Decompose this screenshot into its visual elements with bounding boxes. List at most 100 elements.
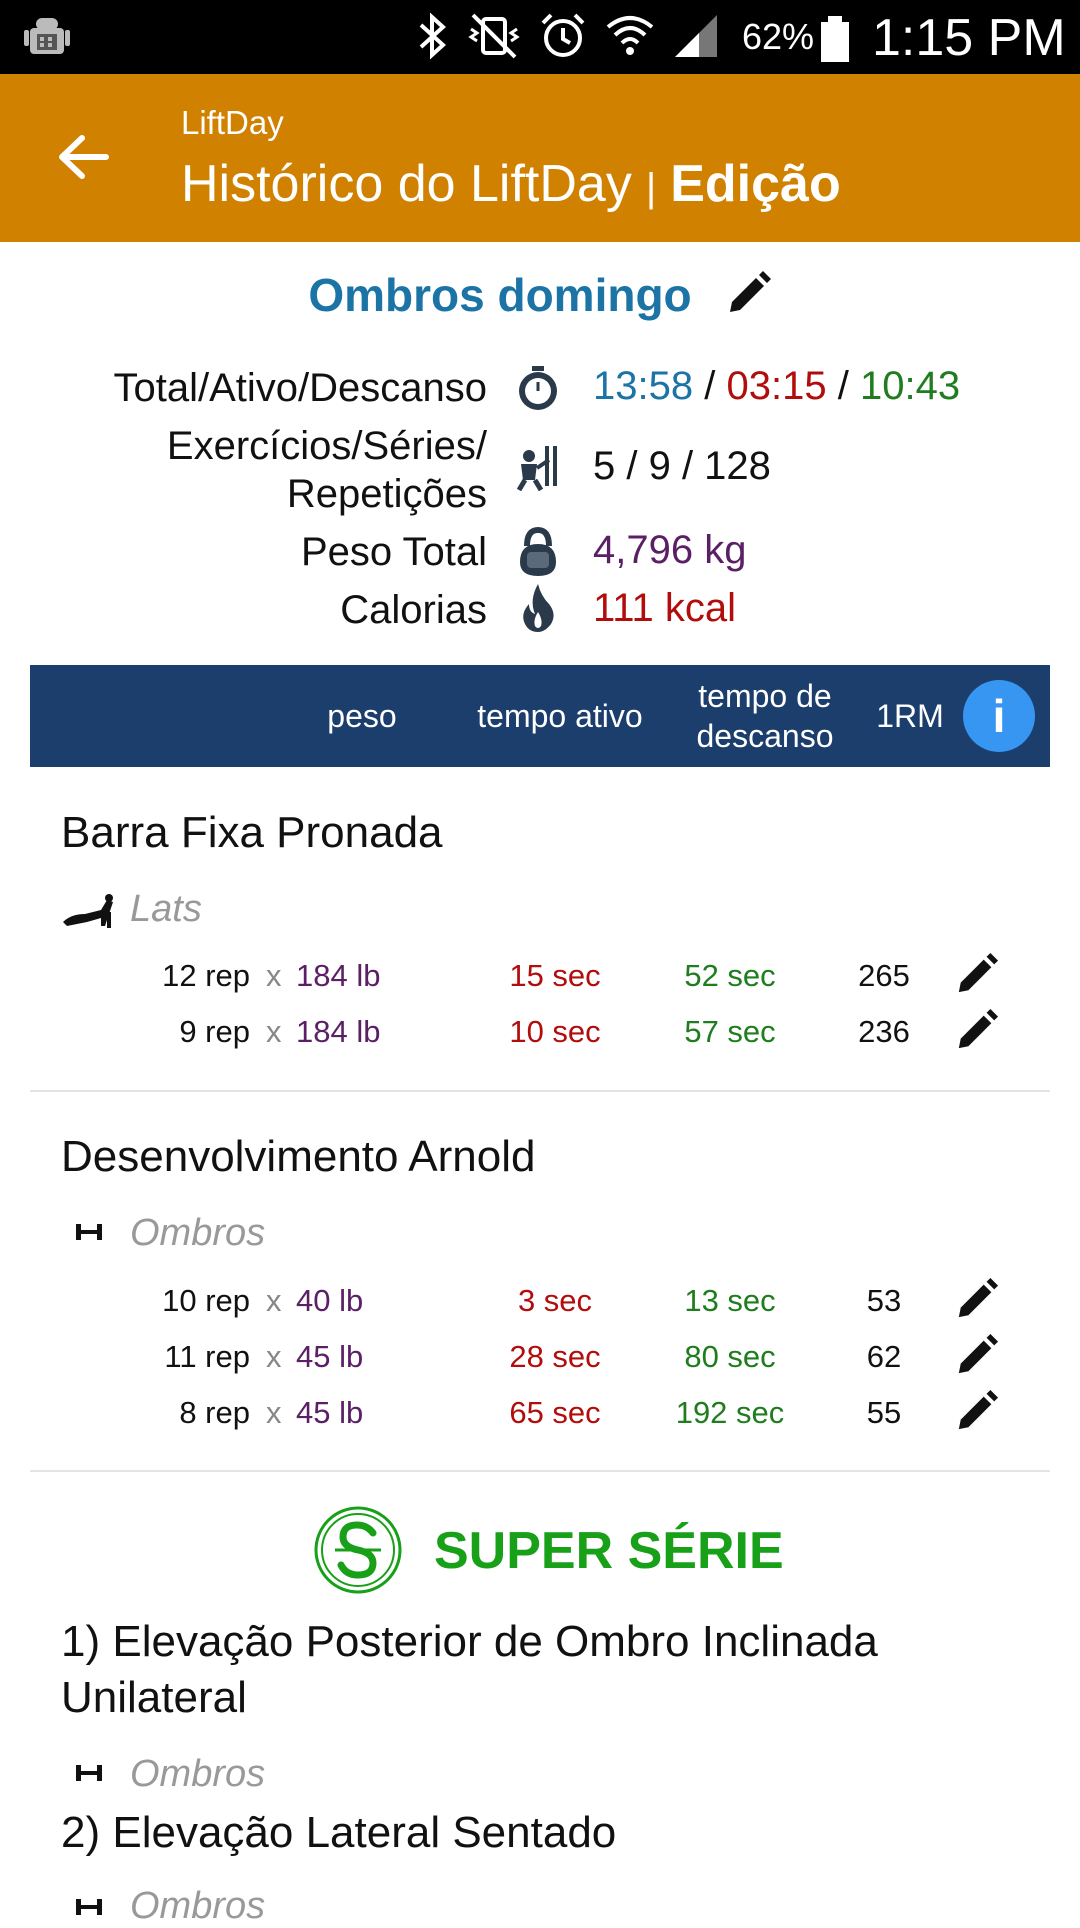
superset-header: SUPER SÉRIE [0, 1505, 1080, 1595]
set-one-rm: 236 [858, 1014, 910, 1049]
summary-calories-label: Calorias [340, 588, 487, 632]
set-weight: 45 lb [296, 1339, 364, 1374]
summary-counts: 5 / 9 / 128 [593, 444, 771, 488]
active-time: 03:15 [726, 364, 827, 408]
history-title: Histórico do LiftDay [181, 155, 632, 213]
set-x: x [266, 1395, 282, 1430]
set-row: 12 rep x 184 lb 15 sec 52 sec 265 [0, 952, 1080, 1008]
bluetooth-icon [415, 11, 449, 66]
wifi-icon [605, 11, 655, 66]
summary-counts-label-2: Repetições [286, 472, 487, 516]
set-x: x [266, 958, 282, 993]
total-weight: 4,796 kg [593, 528, 747, 572]
set-reps: 8 rep [179, 1395, 250, 1430]
set-one-rm: 265 [858, 958, 910, 993]
set-x: x [266, 1014, 282, 1049]
slash: / [704, 364, 716, 408]
set-one-rm: 53 [866, 1283, 902, 1318]
column-header-band: peso tempo ativo tempo de descanso 1RM i [30, 665, 1050, 767]
muscle-group: Ombros [130, 1212, 266, 1254]
set-reps: 9 rep [179, 1014, 250, 1049]
set-active-time: 28 sec [509, 1339, 601, 1374]
arrow-back-icon[interactable] [56, 132, 110, 187]
info-button[interactable]: i [963, 680, 1035, 752]
set-x: x [266, 1283, 282, 1318]
muscle-group: Ombros [130, 1885, 266, 1927]
calories: 111 kcal [593, 586, 737, 630]
title-separator: | [645, 166, 657, 210]
edit-pencil-icon[interactable] [955, 1333, 999, 1385]
superset-label: SUPER SÉRIE [434, 1522, 784, 1580]
clock: 1:15 PM [872, 9, 1066, 67]
set-rest-time: 52 sec [684, 958, 776, 993]
set-row: 10 rep x 40 lb 3 sec 13 sec 53 [0, 1277, 1080, 1333]
set-rest-time: 80 sec [684, 1339, 776, 1374]
exercise-name[interactable]: Desenvolvimento Arnold [61, 1132, 536, 1181]
alarm-icon [539, 11, 587, 66]
page-title: Histórico do LiftDay | Edição [181, 154, 841, 214]
edit-pencil-icon[interactable] [955, 1008, 999, 1060]
col-active-time: tempo ativo [477, 698, 643, 734]
set-weight: 40 lb [296, 1283, 364, 1318]
edit-pencil-icon[interactable] [726, 270, 772, 327]
divider [30, 1470, 1050, 1472]
set-active-time: 15 sec [509, 958, 601, 993]
edit-pencil-icon[interactable] [955, 952, 999, 1004]
rest-time: 10:43 [859, 364, 961, 408]
dumbbell-icon [74, 1222, 104, 1247]
set-weight: 45 lb [296, 1395, 364, 1430]
vibrate-icon [467, 11, 521, 66]
col-weight: peso [327, 698, 397, 734]
set-reps: 11 rep [164, 1339, 250, 1374]
app-name: LiftDay [181, 104, 284, 141]
set-rest-time: 192 sec [675, 1395, 785, 1430]
divider [30, 1090, 1050, 1092]
superset-icon [313, 1505, 403, 1600]
summary-counts-label-1: Exercícios/Séries/ [166, 424, 487, 468]
set-one-rm: 55 [866, 1395, 902, 1430]
dumbbell-icon [74, 1897, 104, 1922]
flame-icon [515, 582, 561, 639]
dumbbell-icon [74, 1763, 104, 1788]
battery-icon [818, 14, 852, 69]
set-reps: 10 rep [162, 1283, 250, 1318]
set-rest-time: 13 sec [684, 1283, 776, 1318]
set-row: 8 rep x 45 lb 65 sec 192 sec 55 [0, 1389, 1080, 1445]
muscle-group: Ombros [130, 1753, 266, 1795]
workout-title-row: Ombros domingo [0, 268, 1080, 327]
total-time: 13:58 [593, 364, 694, 408]
exercise-name[interactable]: Barra Fixa Pronada [61, 808, 443, 857]
android-debug-icon [22, 12, 72, 67]
workout-title: Ombros domingo [308, 269, 692, 321]
kettlebell-icon [515, 526, 561, 583]
set-rest-time: 57 sec [684, 1014, 776, 1049]
slash: / [837, 364, 849, 408]
set-reps: 12 rep [162, 958, 250, 993]
set-active-time: 10 sec [509, 1014, 601, 1049]
edit-pencil-icon[interactable] [955, 1389, 999, 1441]
battery-percent: 62% [742, 16, 815, 57]
superset-exercise-name[interactable]: 1) Elevação Posterior de Ombro Inclinada… [61, 1617, 878, 1722]
set-weight: 184 lb [296, 958, 381, 993]
set-x: x [266, 1339, 282, 1374]
muscle-group: Lats [130, 888, 202, 930]
mode-label: Edição [670, 155, 841, 213]
set-row: 9 rep x 184 lb 10 sec 57 sec 236 [0, 1008, 1080, 1064]
col-rest-time-2: descanso [696, 718, 834, 754]
set-row: 11 rep x 45 lb 28 sec 80 sec 62 [0, 1333, 1080, 1389]
set-weight: 184 lb [296, 1014, 381, 1049]
stopwatch-icon [515, 364, 561, 417]
exercise-person-icon [515, 442, 561, 499]
status-bar: 62% 1:15 PM [0, 0, 1080, 74]
set-active-time: 65 sec [509, 1395, 601, 1430]
app-bar: LiftDay Histórico do LiftDay | Edição [0, 74, 1080, 242]
summary-time-label: Total/Ativo/Descanso [113, 366, 487, 410]
superset-exercise-name[interactable]: 2) Elevação Lateral Sentado [61, 1808, 617, 1857]
summary-weight-label: Peso Total [300, 530, 487, 574]
set-one-rm: 62 [866, 1339, 902, 1374]
col-rest-time-1: tempo de [698, 678, 832, 714]
col-one-rm: 1RM [876, 698, 944, 734]
edit-pencil-icon[interactable] [955, 1277, 999, 1329]
set-active-time: 3 sec [517, 1283, 593, 1318]
summary-time-values: 13:58 / 03:15 / 10:43 [593, 364, 960, 409]
